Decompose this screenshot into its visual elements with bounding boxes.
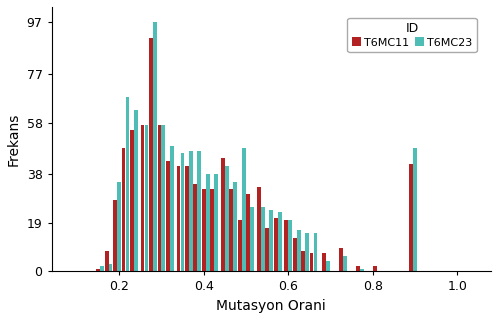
Bar (185, 166, 189, 271)
Bar (305, 233, 309, 271)
Bar (238, 220, 242, 271)
Bar (125, 97, 129, 271)
Bar (130, 130, 134, 271)
Bar (301, 251, 305, 271)
Bar (278, 212, 281, 271)
Bar (225, 166, 229, 271)
Bar (96, 269, 100, 271)
Bar (149, 38, 153, 271)
Bar (197, 151, 201, 271)
Bar (166, 161, 170, 271)
Bar (274, 218, 277, 271)
Bar (122, 148, 125, 271)
Bar (113, 200, 117, 271)
Y-axis label: Frekans: Frekans (7, 113, 21, 166)
Bar (144, 125, 148, 271)
Bar (339, 248, 343, 271)
Bar (265, 228, 269, 271)
Bar (343, 256, 347, 271)
Bar (409, 164, 413, 271)
Bar (157, 125, 161, 271)
X-axis label: Mutasyon Orani: Mutasyon Orani (217, 299, 326, 313)
Bar (230, 189, 233, 271)
Bar (284, 220, 288, 271)
Bar (170, 146, 174, 271)
Bar (326, 261, 330, 271)
Bar (269, 210, 273, 271)
Bar (413, 148, 417, 271)
Legend: T6MC11, T6MC23: T6MC11, T6MC23 (348, 18, 477, 52)
Bar (322, 253, 326, 271)
Bar (221, 158, 225, 271)
Bar (202, 189, 206, 271)
Bar (234, 181, 237, 271)
Bar (210, 189, 214, 271)
Bar (134, 110, 138, 271)
Bar (356, 266, 360, 271)
Bar (105, 251, 109, 271)
Bar (193, 184, 197, 271)
Bar (206, 174, 210, 271)
Bar (288, 220, 292, 271)
Bar (261, 207, 264, 271)
Bar (117, 181, 121, 271)
Bar (360, 269, 364, 271)
Bar (100, 266, 104, 271)
Bar (373, 266, 377, 271)
Bar (189, 151, 193, 271)
Bar (257, 187, 260, 271)
Bar (242, 148, 246, 271)
Bar (297, 230, 300, 271)
Bar (310, 253, 313, 271)
Bar (180, 153, 184, 271)
Bar (247, 195, 250, 271)
Bar (293, 238, 297, 271)
Bar (161, 125, 165, 271)
Bar (140, 125, 144, 271)
Bar (250, 207, 254, 271)
Bar (177, 166, 180, 271)
Bar (153, 22, 157, 271)
Bar (314, 233, 317, 271)
Bar (109, 264, 113, 271)
Bar (214, 174, 218, 271)
